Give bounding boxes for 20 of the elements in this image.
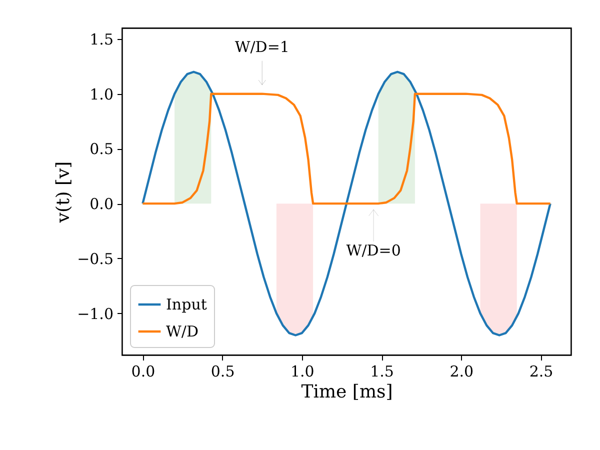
x-tick-label: 0.0 — [131, 362, 156, 380]
y-tick-label: 0.0 — [90, 195, 114, 214]
annotation: W/D=0 — [346, 242, 401, 260]
y-tick-label: 0.5 — [90, 140, 114, 158]
line-series — [142, 70, 552, 336]
x-axis-title: Time [ms] — [301, 382, 393, 402]
x-tick-label: 1.5 — [370, 362, 394, 380]
x-tick-label: 2.5 — [529, 362, 554, 380]
y-tick-label: 1.0 — [90, 85, 114, 104]
x-tick-label: 0.5 — [210, 362, 235, 380]
y-tick-label: −0.5 — [77, 250, 114, 268]
legend-label: W/D — [166, 322, 198, 340]
y-tick-label: −1.0 — [77, 304, 114, 323]
x-tick-label: 2.0 — [450, 362, 474, 380]
legend-label: Input — [166, 296, 207, 314]
annotation: W/D=1 — [234, 38, 290, 56]
line-series — [142, 92, 552, 205]
x-tick-label: 1.0 — [290, 362, 314, 380]
y-axis-title: v(t) [v] — [53, 161, 74, 224]
y-tick-label: 1.5 — [90, 30, 114, 48]
